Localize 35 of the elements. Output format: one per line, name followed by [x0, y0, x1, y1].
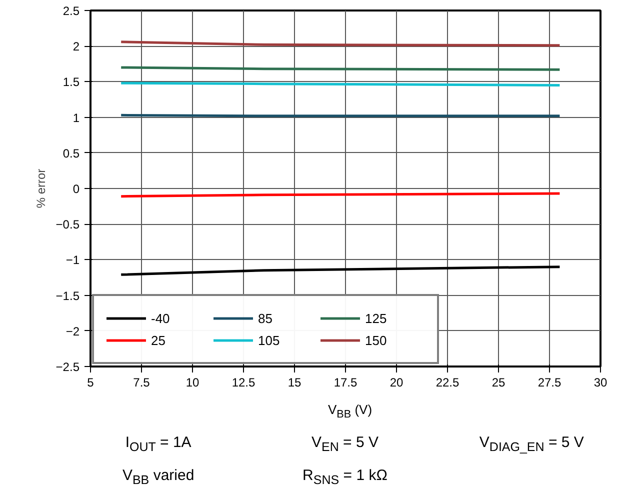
- x-tick-label: 10: [186, 376, 200, 390]
- x-tick-label: 25: [492, 376, 506, 390]
- y-tick-label: −1.5: [56, 288, 80, 303]
- legend-label: 105: [258, 332, 281, 348]
- x-tick-label: 22.5: [436, 376, 460, 390]
- y-tick-label: −0.5: [56, 218, 80, 232]
- y-tick-label: 0: [72, 182, 80, 196]
- y-tick-label: 2: [72, 40, 80, 54]
- x-tick-label: 27.5: [538, 376, 562, 390]
- x-axis-title: V$_{BB}$ (V): [328, 401, 372, 423]
- x-tick-label: 20: [390, 376, 404, 390]
- legend-label: -40: [151, 310, 171, 326]
- y-axis-title: % error: [34, 168, 48, 208]
- text: V$_{DIAG_EN}$ = 5 V: [478, 433, 585, 456]
- y-tick-label: −2.5: [56, 360, 80, 374]
- y-tick-label: 1.5: [62, 75, 80, 90]
- y-tick-label: 1: [72, 110, 80, 125]
- legend-label: 25: [151, 332, 166, 348]
- x-tick-label: 12.5: [232, 376, 256, 390]
- y-tick-label: −1: [66, 253, 80, 268]
- y-tick-label: −2: [66, 324, 80, 338]
- x-tick-label: 15: [288, 376, 302, 390]
- x-tick-label: 7.5: [133, 376, 150, 390]
- legend-label: 85: [258, 310, 274, 326]
- x-tick-label: 30: [594, 376, 608, 390]
- text: R$_{SNS}$ = 1 kΩ: [302, 466, 388, 489]
- legend-label: 125: [365, 310, 388, 326]
- x-tick-label: 17.5: [334, 376, 358, 390]
- text: V$_{EN}$ = 5 V: [310, 433, 380, 456]
- text: I$_{OUT}$ = 1A: [124, 433, 192, 456]
- y-tick-label: 2.5: [62, 4, 80, 18]
- x-tick-label: 5: [87, 376, 94, 390]
- legend-label: 150: [365, 332, 388, 348]
- y-tick-label: 0.5: [62, 146, 80, 160]
- text: V$_{BB}$ varied: [121, 466, 196, 489]
